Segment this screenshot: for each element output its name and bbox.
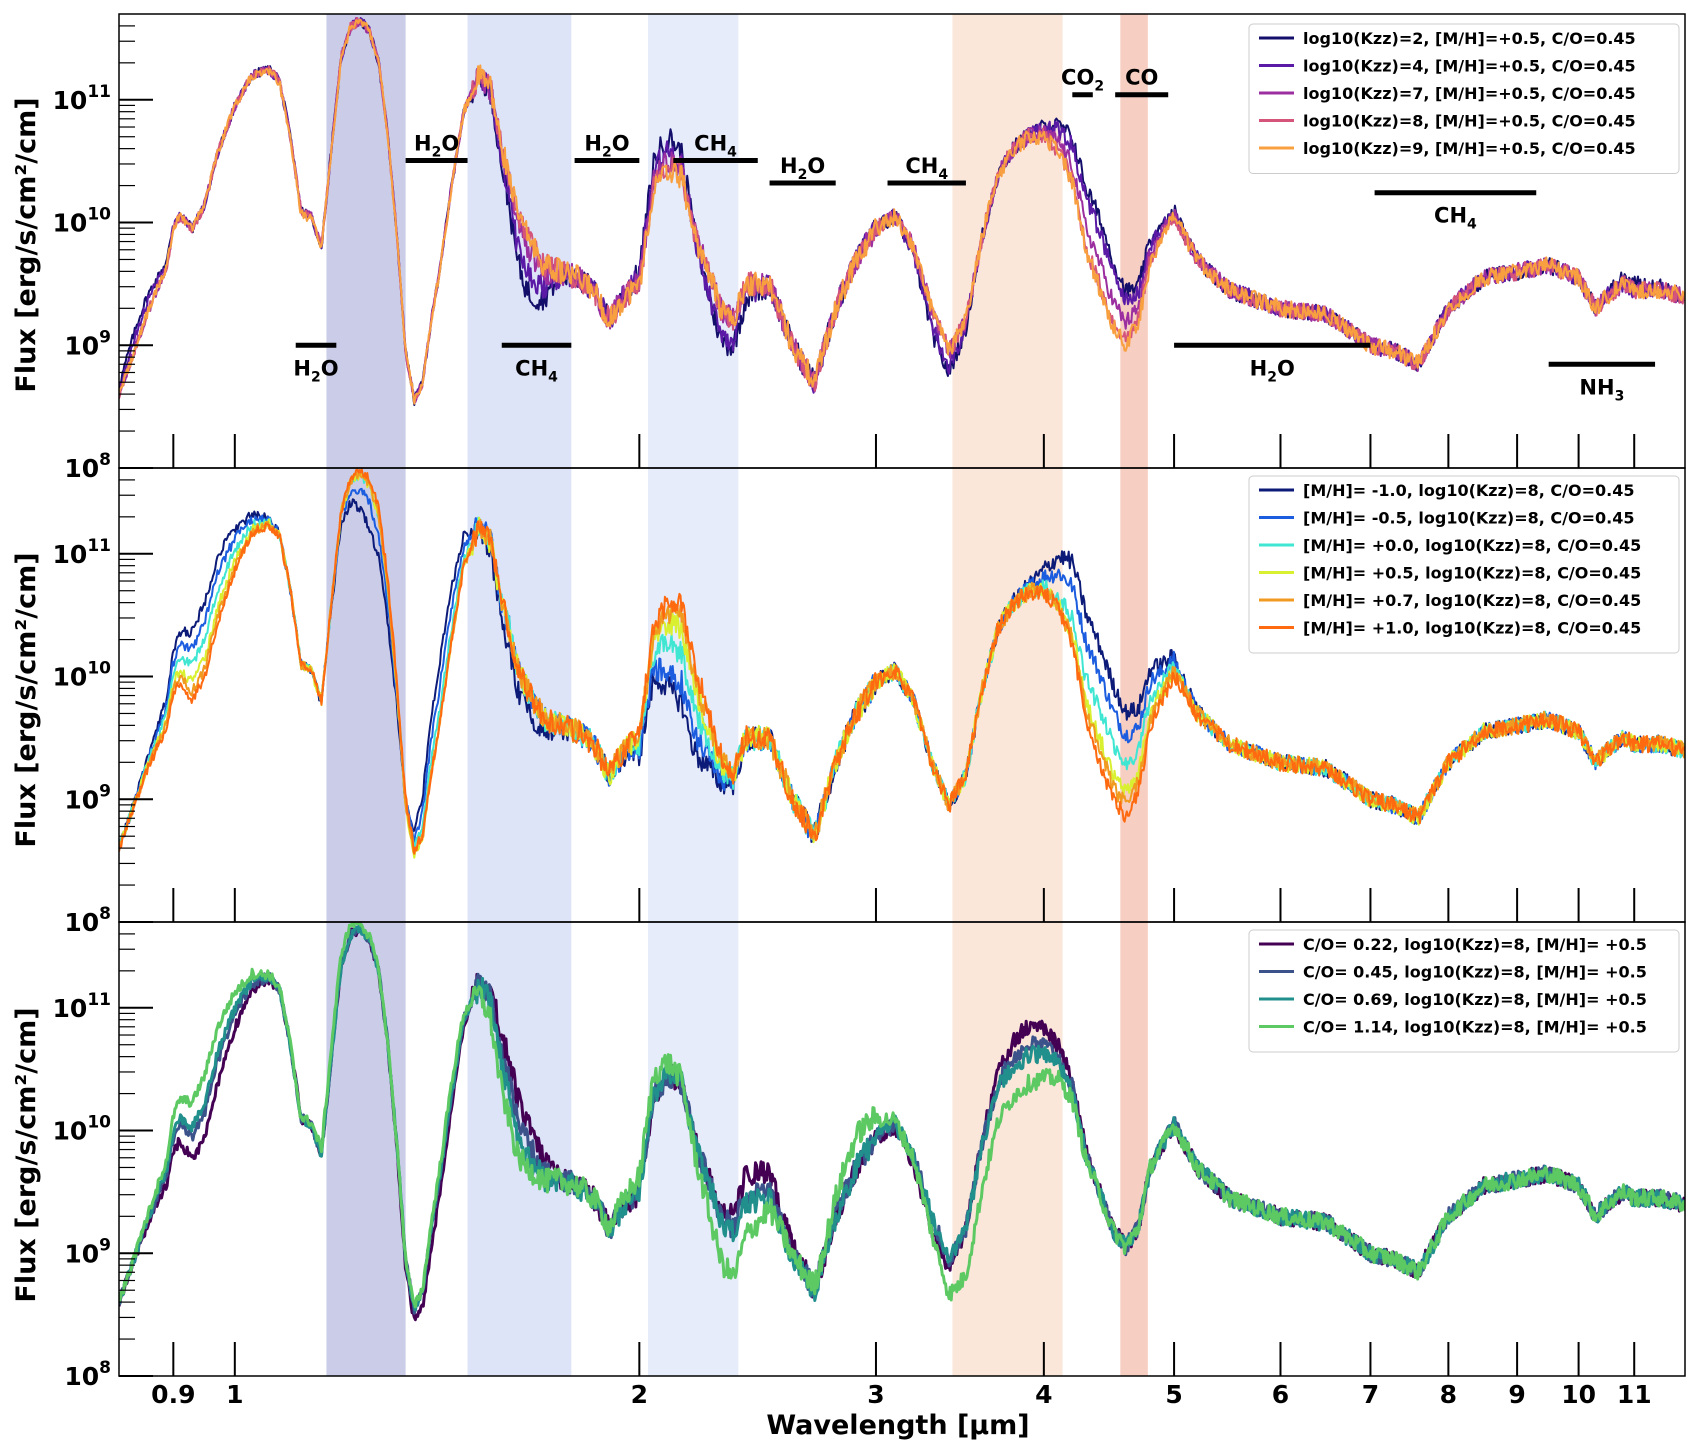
legend-label-mh+0.0: [M/H]= +0.0, log10(Kzz)=8, C/O=0.45 [1303, 536, 1641, 555]
annotation-label-1: H2O [414, 132, 459, 161]
legend-label-mh-0.5: [M/H]= -0.5, log10(Kzz)=8, C/O=0.45 [1303, 509, 1635, 528]
annotation-label-6: CH4 [905, 154, 948, 183]
x-tick-label: 7 [1362, 1380, 1379, 1409]
x-tick-label: 9 [1508, 1380, 1525, 1409]
annotation-label-11: NH3 [1579, 375, 1624, 404]
band-0-panel-1 [326, 14, 406, 468]
legend-label-kzz8: log10(Kzz)=8, [M/H]=+0.5, C/O=0.45 [1303, 112, 1636, 131]
legend-label-mh-1.0: [M/H]= -1.0, log10(Kzz)=8, C/O=0.45 [1303, 481, 1635, 500]
annotation-label-3: H2O [584, 132, 629, 161]
x-tick-label: 5 [1165, 1380, 1182, 1409]
y-tick-label: 1011 [53, 82, 111, 115]
series-line-mh+1.0 [119, 468, 1685, 855]
x-tick-label: 1 [226, 1380, 243, 1409]
x-axis-title: Wavelength [μm] [766, 1410, 1029, 1441]
band-3-panel-2 [952, 468, 1063, 922]
x-tick-label: 10 [1561, 1380, 1596, 1409]
y-tick-label: 1010 [53, 205, 112, 238]
y-tick-label: 108 [64, 1358, 111, 1391]
y-axis-title-top: Flux [erg/s/cm²/cm] [11, 97, 42, 392]
y-tick-label: 1011 [53, 990, 111, 1023]
y-tick-label: 108 [64, 904, 111, 937]
legend-label-mh+0.7: [M/H]= +0.7, log10(Kzz)=8, C/O=0.45 [1303, 591, 1641, 610]
panel-3-lines [119, 922, 1685, 1322]
y-tick-label: 109 [64, 1235, 111, 1268]
legend-label-co0.22: C/O= 0.22, log10(Kzz)=8, [M/H]= +0.5 [1303, 935, 1647, 954]
x-tick-label: 3 [867, 1380, 884, 1409]
annotation-label-9: H2O [1250, 356, 1295, 385]
y-tick-label: 109 [64, 327, 111, 360]
legend-label-co0.45: C/O= 0.45, log10(Kzz)=8, [M/H]= +0.5 [1303, 963, 1647, 982]
x-tick-label: 8 [1440, 1380, 1457, 1409]
series-line-co1.14 [119, 922, 1685, 1309]
legend-box-2 [1248, 475, 1680, 654]
x-tick-label: 2 [631, 1380, 648, 1409]
spectrum-lines [119, 17, 1685, 1322]
absorption-bands [326, 14, 1148, 1376]
annotation-label-8: CO [1125, 66, 1158, 90]
legend-label-mh+1.0: [M/H]= +1.0, log10(Kzz)=8, C/O=0.45 [1303, 619, 1641, 638]
y-tick-label: 1010 [53, 659, 112, 692]
series-line-kzz9 [119, 18, 1685, 405]
legend-box-3 [1248, 929, 1680, 1053]
x-tick-label: 4 [1035, 1380, 1052, 1409]
panel-1-lines [119, 17, 1685, 406]
y-tick-label: 109 [64, 781, 111, 814]
x-tick-label: 6 [1272, 1380, 1289, 1409]
band-3-panel-1 [952, 14, 1063, 468]
legend-label-kzz7: log10(Kzz)=7, [M/H]=+0.5, C/O=0.45 [1303, 84, 1636, 103]
y-tick-label: 1010 [53, 1113, 112, 1146]
y-axis-title-middle: Flux [erg/s/cm²/cm] [11, 552, 42, 847]
x-tick-label: 0.9 [151, 1380, 195, 1409]
legend-label-kzz9: log10(Kzz)=9, [M/H]=+0.5, C/O=0.45 [1303, 139, 1636, 158]
annotation-label-7: CO2 [1061, 66, 1104, 95]
legend-label-kzz4: log10(Kzz)=4, [M/H]=+0.5, C/O=0.45 [1303, 57, 1636, 76]
annotation-label-10: CH4 [1434, 204, 1477, 233]
legend-label-mh+0.5: [M/H]= +0.5, log10(Kzz)=8, C/O=0.45 [1303, 564, 1641, 583]
legend-label-co1.14: C/O= 1.14, log10(Kzz)=8, [M/H]= +0.5 [1303, 1018, 1647, 1037]
legend-label-kzz2: log10(Kzz)=2, [M/H]=+0.5, C/O=0.45 [1303, 29, 1636, 48]
band-4-panel-3 [1120, 922, 1148, 1376]
band-0-panel-3 [326, 922, 406, 1376]
panel-2-lines [119, 468, 1685, 859]
band-3-panel-3 [952, 922, 1063, 1376]
y-tick-label: 108 [64, 450, 111, 483]
legend-box-1 [1248, 23, 1680, 174]
legends: log10(Kzz)=2, [M/H]=+0.5, C/O=0.45 log10(… [1248, 23, 1680, 1053]
band-4-panel-1 [1120, 14, 1148, 468]
legend-label-co0.69: C/O= 0.69, log10(Kzz)=8, [M/H]= +0.5 [1303, 990, 1647, 1009]
annotation-label-5: H2O [780, 154, 825, 183]
y-tick-label: 1011 [53, 536, 111, 569]
x-tick-label: 11 [1617, 1380, 1652, 1409]
y-axis-title-bottom: Flux [erg/s/cm²/cm] [11, 1007, 42, 1302]
